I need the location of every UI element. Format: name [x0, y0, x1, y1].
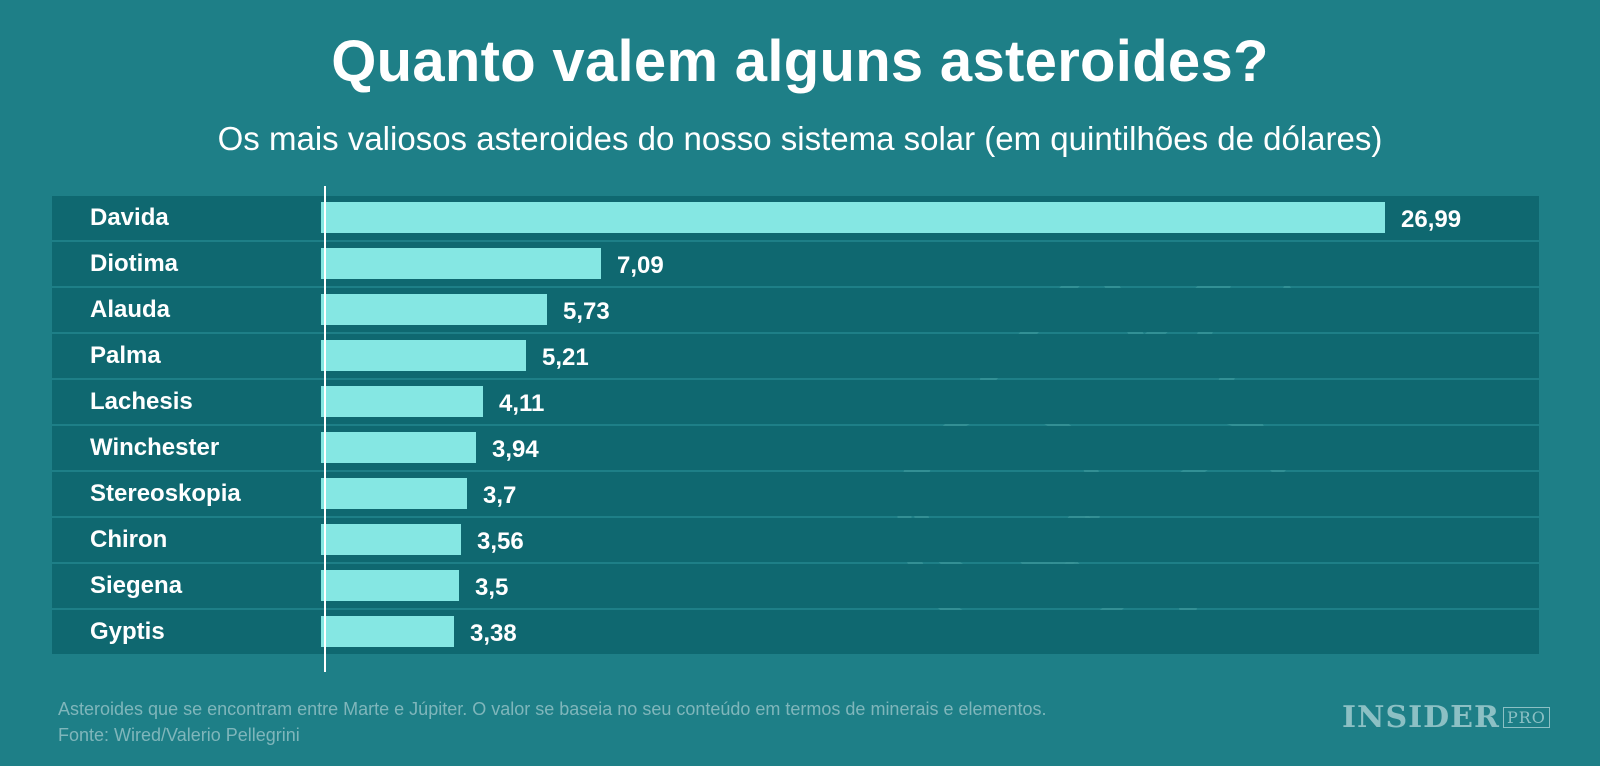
insider-pro-logo: INSIDER PRO	[1342, 700, 1550, 735]
logo-text: INSIDER	[1342, 700, 1500, 735]
bar	[321, 340, 526, 371]
category-label: Diotima	[90, 250, 179, 277]
bar-row: Gyptis 3,38	[52, 610, 1539, 654]
value-label: 7,09	[617, 252, 664, 279]
category-label: Chiron	[90, 526, 168, 553]
category-label: Alauda	[90, 296, 171, 323]
value-label: 3,56	[477, 528, 524, 555]
bar-row: Davida 26,99	[52, 196, 1539, 240]
bar-row: Diotima 7,09	[52, 242, 1539, 286]
bar	[321, 202, 1385, 233]
category-label: Winchester	[90, 434, 220, 461]
y-axis-line	[324, 186, 326, 672]
value-label: 26,99	[1401, 206, 1462, 233]
category-label: Lachesis	[90, 388, 193, 415]
value-label: 3,94	[492, 436, 539, 463]
logo-sup: PRO	[1502, 707, 1550, 728]
bar-row: Palma 5,21	[52, 334, 1539, 378]
bar-chart-plot: Davida 26,99 Diotima 7,09 Alauda 5,73 Palma 5,2…	[52, 186, 1539, 672]
bar-row: Alauda 5,73	[52, 288, 1539, 332]
bar	[321, 432, 476, 463]
bar-row: Siegena 3,5	[52, 564, 1539, 608]
category-label: Davida	[90, 204, 169, 231]
bar	[321, 524, 461, 555]
value-label: 3,5	[475, 574, 509, 601]
bar	[321, 570, 459, 601]
category-label: Stereoskopia	[90, 480, 241, 507]
bar	[321, 478, 467, 509]
value-label: 3,7	[483, 482, 517, 509]
footnote: Asteroides que se encontram entre Marte …	[58, 696, 1047, 748]
bar	[321, 294, 547, 325]
category-label: Palma	[90, 342, 161, 369]
bar	[321, 386, 483, 417]
chart-subtitle: Os mais valiosos asteroides do nosso sis…	[217, 120, 1383, 157]
value-label: 4,11	[499, 390, 545, 417]
value-label: 5,73	[563, 298, 610, 325]
chart-title: Quanto valem alguns asteroides?	[331, 29, 1269, 94]
bar	[321, 248, 601, 279]
category-label: Siegena	[90, 572, 183, 599]
value-label: 3,38	[470, 620, 517, 647]
category-label: Gyptis	[90, 618, 165, 645]
footnote-note: Asteroides que se encontram entre Marte …	[58, 699, 1047, 719]
bar-row: Stereoskopia 3,7	[52, 472, 1539, 516]
bar-row: Chiron 3,56	[52, 518, 1539, 562]
footnote-source: Fonte: Wired/Valerio Pellegrini	[58, 725, 300, 745]
bar	[321, 616, 454, 647]
value-label: 5,21	[542, 344, 589, 371]
bar-row: Lachesis 4,11	[52, 380, 1539, 424]
bar-row: Winchester 3,94	[52, 426, 1539, 470]
